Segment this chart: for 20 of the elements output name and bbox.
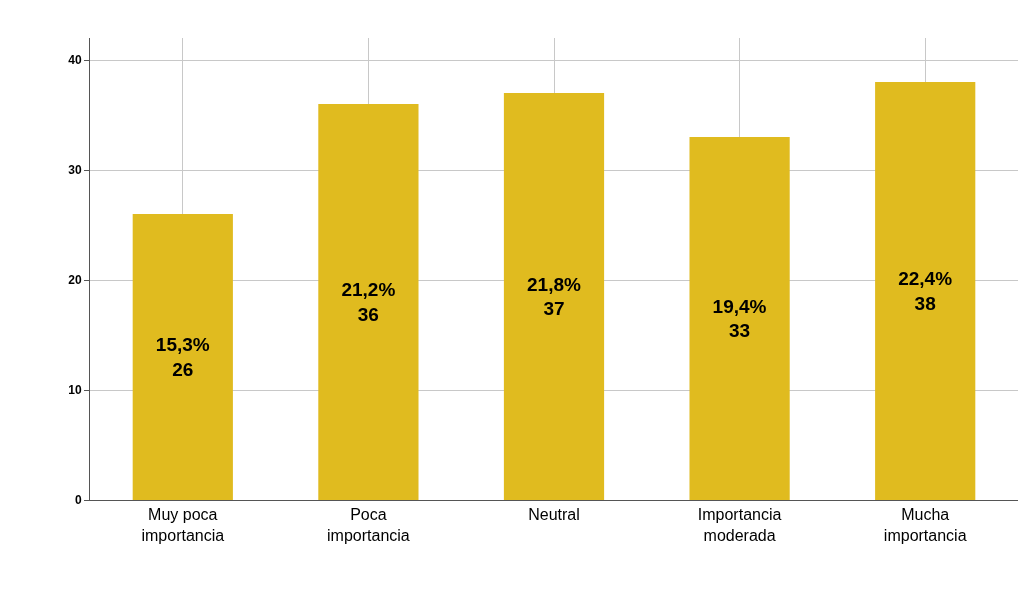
y-tick-label: 20 xyxy=(68,273,82,288)
x-tick-label: Mucha importancia xyxy=(883,506,967,544)
data-label: 21,8% 37 xyxy=(527,273,581,320)
bar xyxy=(318,104,419,500)
x-tick-label: Neutral xyxy=(528,506,580,524)
y-tick-label: 0 xyxy=(74,493,82,508)
y-tick-label: 40 xyxy=(68,53,82,68)
data-label: 19,4% 33 xyxy=(712,295,767,342)
x-tick-label: Poca importancia xyxy=(327,506,410,544)
data-label: 22,4% 38 xyxy=(898,268,953,314)
bar xyxy=(503,93,605,500)
y-tick-label: 30 xyxy=(68,163,82,178)
x-tick-label: Muy poca importancia xyxy=(141,506,225,544)
bar xyxy=(132,214,233,500)
bar xyxy=(875,82,976,500)
data-label: 15,3% 26 xyxy=(155,334,210,380)
data-label: 21,2% 36 xyxy=(341,279,396,325)
y-tick-label: 10 xyxy=(68,383,82,398)
bar xyxy=(689,137,790,500)
x-tick-label: Importancia moderada xyxy=(697,506,782,544)
